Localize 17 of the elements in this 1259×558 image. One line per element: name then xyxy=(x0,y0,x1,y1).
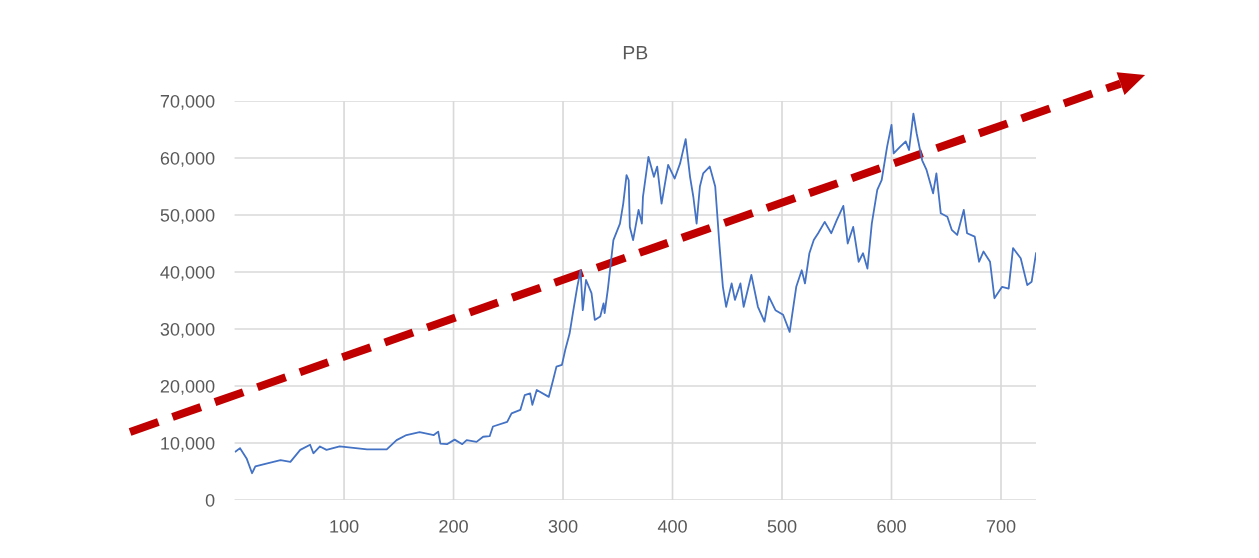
x-tick-label: 100 xyxy=(330,519,359,533)
line-series xyxy=(234,112,1037,475)
x-tick-label: 700 xyxy=(986,519,1016,533)
y-tick-label: 0 xyxy=(205,493,215,507)
y-tick-label: 60,000 xyxy=(160,151,215,167)
x-tick-label: 500 xyxy=(767,519,797,533)
chart-title: PB xyxy=(623,45,648,60)
y-tick-label: 40,000 xyxy=(160,265,215,281)
x-tick-label: 200 xyxy=(439,519,468,533)
y-tick-label: 30,000 xyxy=(160,322,215,338)
y-tick-label: 70,000 xyxy=(160,94,215,110)
x-tick-label: 400 xyxy=(657,519,687,533)
y-tick-label: 10,000 xyxy=(161,436,215,452)
y-tick-label: 20,000 xyxy=(160,379,215,395)
y-tick-label: 50,000 xyxy=(160,208,215,224)
x-tick-label: 300 xyxy=(548,519,578,533)
x-tick-label: 600 xyxy=(877,519,906,533)
